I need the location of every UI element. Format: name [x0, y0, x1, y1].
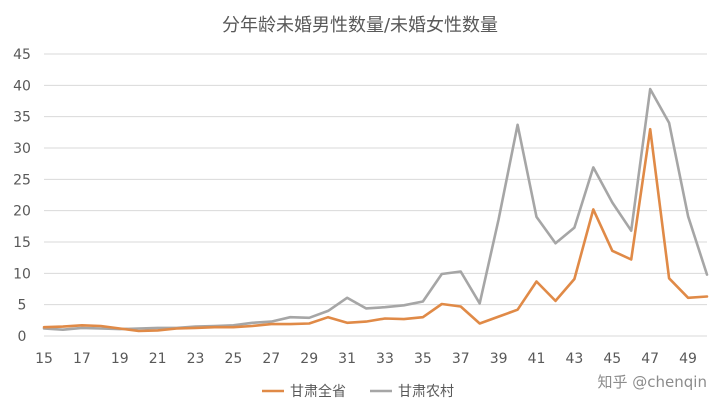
legend-label: 甘肃农村: [398, 384, 454, 400]
y-tick-label: 0: [18, 329, 27, 345]
series-lines: [42, 87, 709, 333]
x-tick-label: 21: [149, 351, 167, 367]
x-tick-label: 45: [603, 351, 621, 367]
y-tick-label: 20: [13, 204, 31, 220]
x-tick-label: 33: [376, 351, 394, 367]
x-tick-label: 29: [300, 351, 318, 367]
y-tick-label: 10: [13, 266, 31, 282]
series-line-甘肃全省: [42, 127, 709, 333]
series-line-甘肃农村: [42, 87, 709, 332]
y-tick-label: 15: [13, 235, 31, 251]
x-tick-label: 15: [35, 351, 53, 367]
x-tick-label: 43: [565, 351, 583, 367]
gridlines: [44, 53, 707, 337]
x-tick-label: 35: [414, 351, 432, 367]
x-tick-label: 31: [338, 351, 356, 367]
x-tick-label: 41: [528, 351, 546, 367]
x-tick-label: 37: [452, 351, 470, 367]
x-tick-label: 47: [641, 351, 659, 367]
legend-label: 甘肃全省: [290, 383, 346, 400]
y-axis-ticks: 0 5 10 15 20 25 30 35 40 45: [13, 47, 31, 345]
chart-title: 分年龄未婚男性数量/未婚女性数量: [222, 15, 498, 36]
y-tick-label: 25: [13, 172, 31, 188]
x-tick-label: 39: [490, 351, 508, 367]
x-tick-label: 17: [73, 351, 91, 367]
y-tick-label: 40: [13, 78, 31, 94]
y-tick-label: 5: [18, 298, 27, 314]
x-tick-label: 27: [262, 351, 280, 367]
y-tick-label: 45: [13, 47, 31, 63]
watermark: 知乎 @chenqin: [598, 373, 707, 391]
x-tick-label: 25: [225, 351, 243, 367]
y-tick-label: 30: [13, 141, 31, 157]
x-tick-label: 49: [679, 351, 697, 367]
x-axis-ticks: 15 17 19 21 23 25 27 29 31 33 35 37 39 41 43 45 47 49: [35, 351, 697, 367]
x-tick-label: 23: [187, 351, 205, 367]
y-tick-label: 35: [13, 110, 31, 126]
x-tick-label: 19: [111, 351, 129, 367]
legend: 甘肃全省 甘肃农村: [262, 383, 454, 400]
